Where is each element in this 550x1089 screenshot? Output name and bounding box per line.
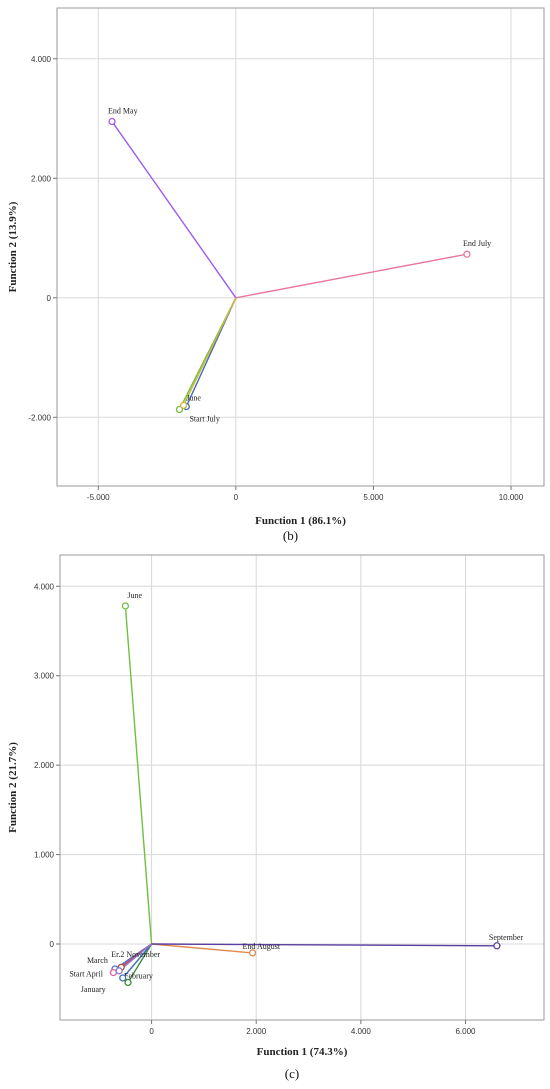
data-point [248, 949, 257, 957]
data-point [124, 978, 132, 987]
vector-line [124, 605, 153, 945]
point-label: June [186, 394, 201, 403]
y-tick-label: 0 [50, 940, 55, 949]
x-tick-label: 0 [234, 493, 239, 502]
x-axis-title: Function 1 (74.3%) [257, 1046, 348, 1058]
chart-b: -5.000 0 5.000 10.000 -2.000 0 2.000 4.000 End M… [7, 7, 545, 543]
x-tick-label: 5.000 [363, 493, 384, 502]
plot-frame [56, 7, 545, 487]
point-label: February [124, 971, 153, 980]
point-label: January [81, 985, 106, 994]
y-tick-label: -2.000 [28, 413, 51, 422]
chart-c: 0 2.000 4.000 6.000 0 1.000 2.000 3.000 4.000 Jun… [7, 554, 545, 1081]
point-label: June [127, 591, 142, 600]
vector-line [111, 121, 237, 299]
x-tick-label: 6.000 [455, 1027, 476, 1036]
y-tick-label: 2.000 [34, 761, 55, 770]
vector-line [127, 943, 153, 983]
x-tick-label: 0 [149, 1027, 154, 1036]
vector-line [151, 943, 253, 954]
x-tick-label: 2.000 [246, 1027, 267, 1036]
y-tick-label: 4.000 [31, 55, 52, 64]
figure-caption: (c) [285, 1066, 299, 1081]
x-tick-label: 10.000 [499, 493, 524, 502]
x-axis-title: Function 1 (86.1%) [255, 515, 346, 527]
vector-line [235, 253, 468, 299]
vector-line [151, 943, 497, 947]
point-label: Start April [69, 970, 103, 979]
point-label: End August [243, 942, 281, 951]
data-point [119, 974, 127, 982]
y-tick-label: 4.000 [34, 582, 55, 591]
y-tick-label: 1.000 [34, 851, 55, 860]
data-point [115, 967, 123, 975]
data-point [175, 405, 184, 414]
data-point [109, 968, 118, 977]
point-label: Er.2 November [111, 950, 160, 959]
data-point [108, 117, 116, 126]
y-axis-title: Function 2 (13.9%) [7, 201, 19, 292]
data-point [493, 942, 501, 950]
point-label: March [87, 956, 108, 965]
y-tick-label: 3.000 [34, 672, 55, 681]
point-label: End May [108, 107, 138, 116]
x-tick-label: -5.000 [87, 493, 110, 502]
data-point [179, 401, 188, 409]
data-point [121, 602, 130, 610]
figure-caption: (b) [283, 528, 298, 543]
y-tick-label: 0 [47, 294, 52, 303]
point-label: September [489, 933, 524, 942]
y-tick-label: 2.000 [31, 174, 52, 183]
y-axis-title: Function 2 (21.7%) [7, 742, 19, 833]
data-point [463, 250, 471, 258]
plot-frame [59, 554, 545, 1021]
point-label: Start July [189, 415, 219, 424]
vector-line [182, 297, 237, 406]
vector-line [122, 943, 153, 979]
x-tick-label: 4.000 [351, 1027, 372, 1036]
point-label: End July [463, 239, 491, 248]
